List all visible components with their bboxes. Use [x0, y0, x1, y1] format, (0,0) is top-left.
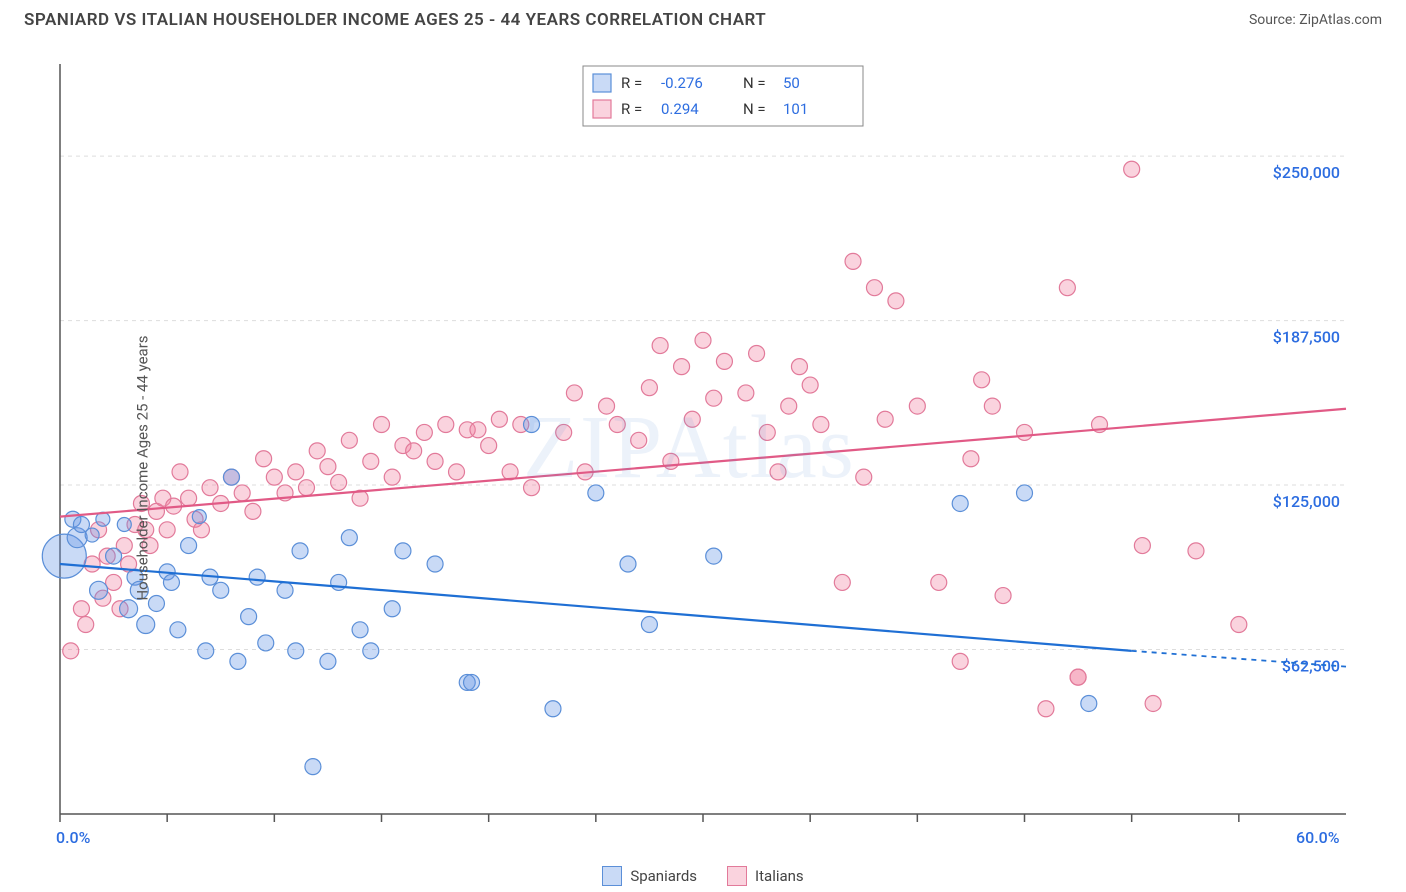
svg-text:$187,500: $187,500	[1273, 328, 1340, 347]
source-link[interactable]: ZipAtlas.com	[1299, 12, 1382, 28]
legend-label-italians: Italians	[755, 867, 804, 885]
chart-area: Householder Income Ages 25 - 44 years $6…	[0, 44, 1406, 892]
legend-item-italians: Italians	[727, 866, 804, 886]
source-attribution: Source: ZipAtlas.com	[1249, 12, 1382, 28]
svg-text:N =: N =	[743, 74, 766, 92]
legend: Spaniards Italians	[0, 866, 1406, 886]
legend-swatch-italians	[727, 866, 747, 886]
scatter-chart: $62,500$125,000$187,500$250,000R =-0.276…	[0, 44, 1406, 864]
y-axis-label: Householder Income Ages 25 - 44 years	[134, 335, 152, 600]
svg-text:R =: R =	[621, 74, 642, 92]
legend-item-spaniards: Spaniards	[602, 866, 697, 886]
x-axis-min-label: 0.0%	[56, 828, 90, 847]
svg-text:R =: R =	[621, 100, 642, 118]
source-label: Source:	[1249, 12, 1299, 28]
svg-text:0.294: 0.294	[661, 100, 699, 118]
svg-text:101: 101	[783, 100, 808, 118]
svg-text:$125,000: $125,000	[1273, 492, 1340, 511]
legend-swatch-spaniards	[602, 866, 622, 886]
svg-text:$250,000: $250,000	[1273, 163, 1340, 182]
chart-title: SPANIARD VS ITALIAN HOUSEHOLDER INCOME A…	[24, 10, 766, 30]
legend-label-spaniards: Spaniards	[630, 867, 697, 885]
svg-text:N =: N =	[743, 100, 766, 118]
svg-text:50: 50	[783, 74, 800, 92]
svg-text:-0.276: -0.276	[661, 74, 703, 92]
x-axis-max-label: 60.0%	[1296, 828, 1340, 847]
